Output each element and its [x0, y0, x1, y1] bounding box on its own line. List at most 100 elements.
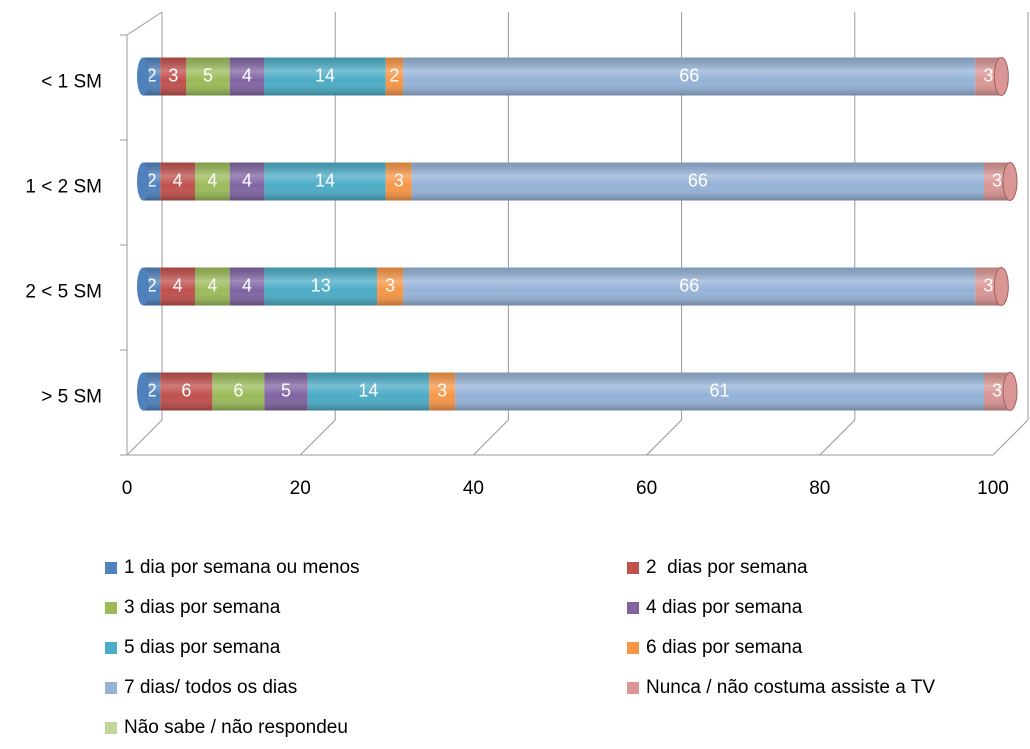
grid-line: [299, 419, 336, 456]
data-label: 3: [437, 380, 447, 400]
bar-shine: [403, 267, 976, 306]
bar-shine: [229, 57, 265, 96]
data-label: 4: [242, 170, 252, 190]
legend-swatch: [105, 562, 117, 574]
legend-swatch: [105, 642, 117, 654]
y-tick-label: 1 < 2 SM: [25, 177, 102, 198]
bar-shine: [264, 372, 308, 411]
x-tick-label: 100: [977, 478, 1009, 499]
grid-line: [646, 419, 682, 456]
y-tick-label: 2 < 5 SM: [25, 282, 102, 303]
data-label: 4: [173, 170, 183, 190]
bar-shine: [160, 162, 196, 201]
legend-label: 4 dias por semana: [646, 597, 803, 618]
data-label: 4: [173, 275, 183, 295]
bar-start-cap: [137, 372, 149, 411]
x-tick-label: 20: [290, 478, 311, 499]
bar-start-cap: [137, 267, 149, 306]
data-label: 5: [203, 65, 213, 85]
data-label: 13: [311, 275, 331, 295]
bar-shine: [264, 162, 386, 201]
bar-shine: [403, 57, 976, 96]
legend-label: 6 dias por semana: [646, 637, 803, 658]
data-label: 3: [394, 170, 404, 190]
legend-swatch: [105, 602, 117, 614]
legend-swatch: [105, 682, 117, 694]
bar-shine: [212, 372, 265, 411]
data-label: 14: [315, 65, 335, 85]
data-label: 5: [281, 380, 291, 400]
legend-swatch: [627, 642, 639, 654]
legend-label: 7 dias/ todos os dias: [124, 677, 297, 698]
bar-shine: [160, 372, 213, 411]
x-tick-label: 60: [636, 478, 657, 499]
bar-shine: [455, 372, 984, 411]
legend-label: 1 dia por semana ou menos: [124, 557, 360, 578]
grid-line: [473, 419, 509, 456]
legend-label: Nunca / não costuma assiste a TV: [646, 677, 935, 698]
data-label: 2: [147, 65, 157, 85]
data-label: 3: [983, 275, 993, 295]
bar-shine: [229, 267, 265, 306]
bar-shine: [411, 162, 984, 201]
bar-shine: [385, 57, 404, 96]
bar-shine: [264, 57, 386, 96]
grid-line: [992, 419, 1029, 456]
bar-end-cap: [1002, 162, 1018, 201]
data-label: 3: [992, 380, 1002, 400]
data-label: 4: [207, 170, 217, 190]
bar-start-cap: [137, 57, 149, 96]
data-label: 4: [242, 275, 252, 295]
data-label: 14: [358, 380, 378, 400]
bar-end-cap: [993, 57, 1009, 96]
legend-label: 5 dias por semana: [124, 637, 281, 658]
bar-end-cap: [993, 267, 1009, 306]
grid-line: [126, 419, 163, 456]
legend-label: 2 dias por semana: [646, 557, 808, 578]
legend-swatch: [627, 562, 639, 574]
data-label: 66: [679, 275, 699, 295]
legend-label: 3 dias por semana: [124, 597, 281, 618]
x-tick-label: 0: [122, 478, 133, 499]
data-label: 3: [385, 275, 395, 295]
data-label: 66: [679, 65, 699, 85]
data-label: 2: [389, 65, 399, 85]
bar-shine: [229, 162, 265, 201]
data-label: 4: [242, 65, 252, 85]
bar-shine: [186, 57, 230, 96]
data-label: 61: [710, 380, 730, 400]
data-label: 6: [181, 380, 191, 400]
data-label: 2: [147, 275, 157, 295]
bar-shine: [385, 162, 412, 201]
bar-end-cap: [1002, 372, 1018, 411]
data-label: 2: [147, 170, 157, 190]
data-label: 2: [147, 380, 157, 400]
x-tick-label: 80: [809, 478, 830, 499]
bar-shine: [195, 162, 230, 201]
y-tick-label: < 1 SM: [41, 72, 102, 93]
x-tick-label: 40: [463, 478, 484, 499]
legend-swatch: [105, 722, 117, 734]
bar-shine: [264, 267, 378, 306]
bar-shine: [429, 372, 456, 411]
bar-shine: [307, 372, 430, 411]
legend-swatch: [627, 682, 639, 694]
bar-shine: [377, 267, 404, 306]
left-wall: [126, 11, 163, 36]
bar-shine: [160, 267, 196, 306]
data-label: 3: [992, 170, 1002, 190]
data-label: 6: [233, 380, 243, 400]
data-label: 3: [983, 65, 993, 85]
data-label: 14: [315, 170, 335, 190]
bar-shine: [195, 267, 230, 306]
data-label: 66: [688, 170, 708, 190]
legend-label: Não sabe / não respondeu: [124, 717, 348, 738]
grid-line: [819, 419, 856, 456]
bar-start-cap: [137, 162, 149, 201]
y-tick-label: > 5 SM: [41, 387, 102, 408]
data-label: 3: [168, 65, 178, 85]
legend-swatch: [627, 602, 639, 614]
data-label: 4: [207, 275, 217, 295]
